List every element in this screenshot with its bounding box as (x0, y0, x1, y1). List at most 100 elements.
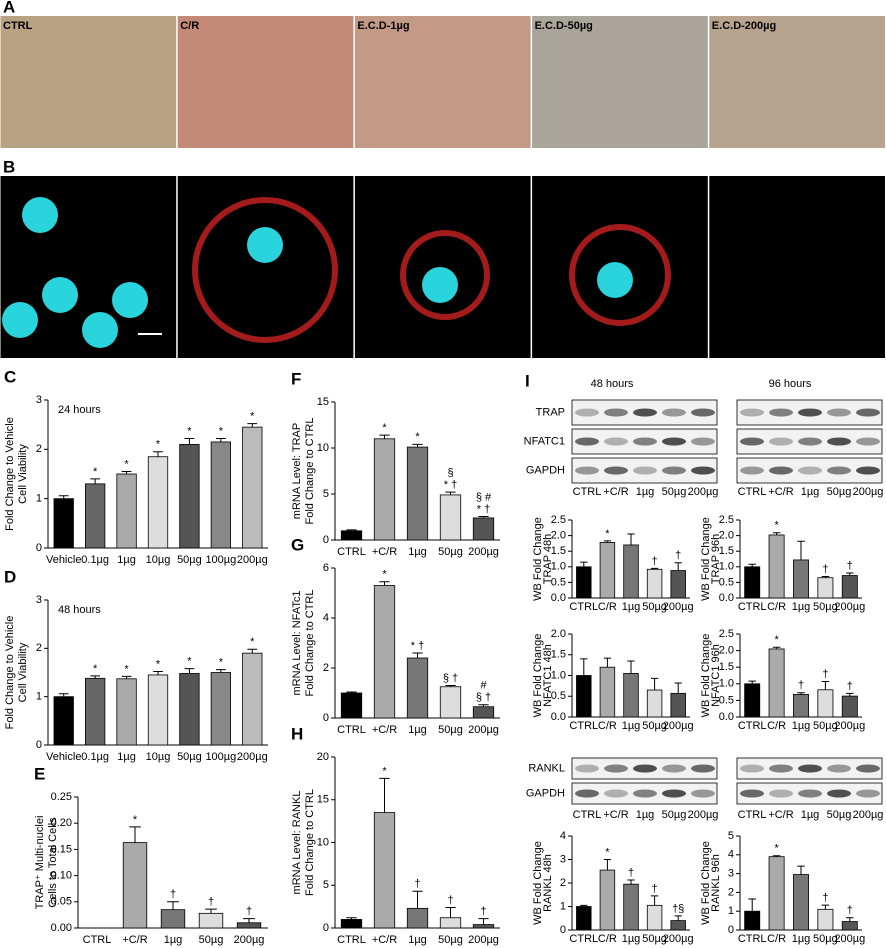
band (633, 437, 657, 446)
x-tick-label: CTRL (337, 934, 366, 946)
error-bar (215, 669, 226, 673)
lane-label: 200µg (853, 809, 884, 821)
band (740, 437, 764, 446)
x-tick-label: CTRL (569, 933, 598, 945)
x-tick-label: 50µg (438, 934, 463, 946)
significance-mark: † (652, 883, 658, 895)
error-bar (90, 478, 101, 484)
x-tick-label: 50µg (438, 724, 463, 736)
image-label: CTRL (3, 180, 33, 192)
y-axis-label: mRNA Level: RANKL (291, 791, 303, 895)
band (769, 789, 793, 798)
error-bar (129, 826, 141, 843)
significance-mark: † (798, 680, 804, 692)
y-axis-label: RANKL 96h (710, 854, 722, 912)
x-tick-label: 1µg (408, 934, 427, 946)
x-tick-label: 50µg (642, 601, 667, 613)
y-tick-label: 1 (728, 905, 734, 917)
error-bar (215, 437, 226, 442)
bar (817, 689, 834, 718)
x-tick-label: C/R (767, 720, 786, 732)
y-tick-label: 0.20 (51, 817, 72, 829)
x-tick-label: 1µg (622, 720, 641, 732)
significance-mark: * † (411, 640, 424, 652)
bar (576, 675, 592, 718)
error-bar (379, 434, 390, 439)
bar (373, 585, 396, 719)
significance-mark: * (156, 658, 161, 670)
band (604, 408, 628, 417)
error-bar (674, 915, 682, 921)
bar (340, 530, 363, 541)
band (798, 408, 822, 417)
scale-label: 10µm (136, 336, 164, 348)
error-bar (478, 516, 489, 518)
bar (116, 473, 137, 549)
y-axis-label: NFATC1 96h (710, 644, 722, 707)
y-tick-label: 0 (323, 922, 329, 934)
y-tick-label: 2.0 (719, 645, 734, 657)
band (827, 789, 851, 798)
y-tick-label: 2.5 (719, 514, 734, 526)
bar (210, 441, 232, 549)
band (691, 764, 715, 773)
x-tick-label: 50µg (642, 720, 667, 732)
y-axis-label: mRNA Level: TRAP (291, 423, 303, 519)
y-axis-label: Fold Change to Vehicle (4, 417, 16, 531)
error-bar (627, 660, 635, 674)
error-bar (346, 691, 357, 693)
micrograph (354, 176, 531, 358)
band (662, 789, 686, 798)
y-tick-label: 1.5 (551, 649, 566, 661)
image-label: C/R (180, 180, 199, 192)
significance-mark: * † (477, 503, 490, 515)
significance-mark: † (208, 896, 214, 908)
error-bar (243, 918, 255, 923)
image-label: E.C.D-1µg (357, 180, 409, 192)
bar (623, 673, 639, 718)
lane-label: 1µg (801, 486, 820, 498)
bar (472, 706, 495, 719)
error-bar (772, 646, 781, 649)
bar (147, 674, 169, 746)
x-tick-label: 200µg (834, 720, 865, 732)
panel-label: I (525, 371, 530, 390)
y-tick-label: 3 (560, 853, 566, 865)
y-tick-label: 4 (323, 612, 329, 624)
error-bar (153, 451, 163, 457)
panel-label: A (3, 0, 15, 16)
y-axis-label: Fold Change to Vehicle (4, 616, 16, 730)
x-tick-label: 200µg (468, 934, 499, 946)
x-tick-label: C/R (767, 933, 786, 945)
lane-label: 50µg (662, 486, 687, 498)
bar (793, 874, 809, 931)
band (691, 408, 715, 417)
significance-mark: † (652, 555, 658, 567)
x-tick-label: 10µg (146, 751, 171, 763)
error-bar (650, 677, 659, 691)
x-tick-label: 1µg (408, 546, 427, 558)
bar (340, 692, 363, 719)
x-tick-label: 200µg (237, 751, 268, 763)
micrograph (709, 16, 885, 148)
lane-label: +C/R (768, 809, 793, 821)
x-tick-label: C/R (767, 601, 786, 613)
y-tick-label: 15 (317, 396, 329, 408)
y-tick-label: 0.0 (719, 711, 734, 723)
significance-mark: § † (476, 692, 491, 704)
error-bar (90, 675, 101, 679)
nucleus (112, 282, 148, 318)
y-tick-label: 0 (36, 542, 42, 554)
bar (242, 426, 263, 549)
bar (373, 812, 396, 929)
y-axis-label: WB Fold Change (532, 634, 544, 718)
x-tick-label: 10µg (146, 554, 171, 566)
band (856, 764, 880, 773)
error-bar (58, 693, 69, 697)
y-tick-label: 0.5 (719, 694, 734, 706)
bar (160, 909, 186, 929)
lane-label: 1µg (801, 809, 820, 821)
nucleus (82, 312, 118, 348)
y-tick-label: 0 (323, 712, 329, 724)
nucleus (2, 302, 38, 338)
